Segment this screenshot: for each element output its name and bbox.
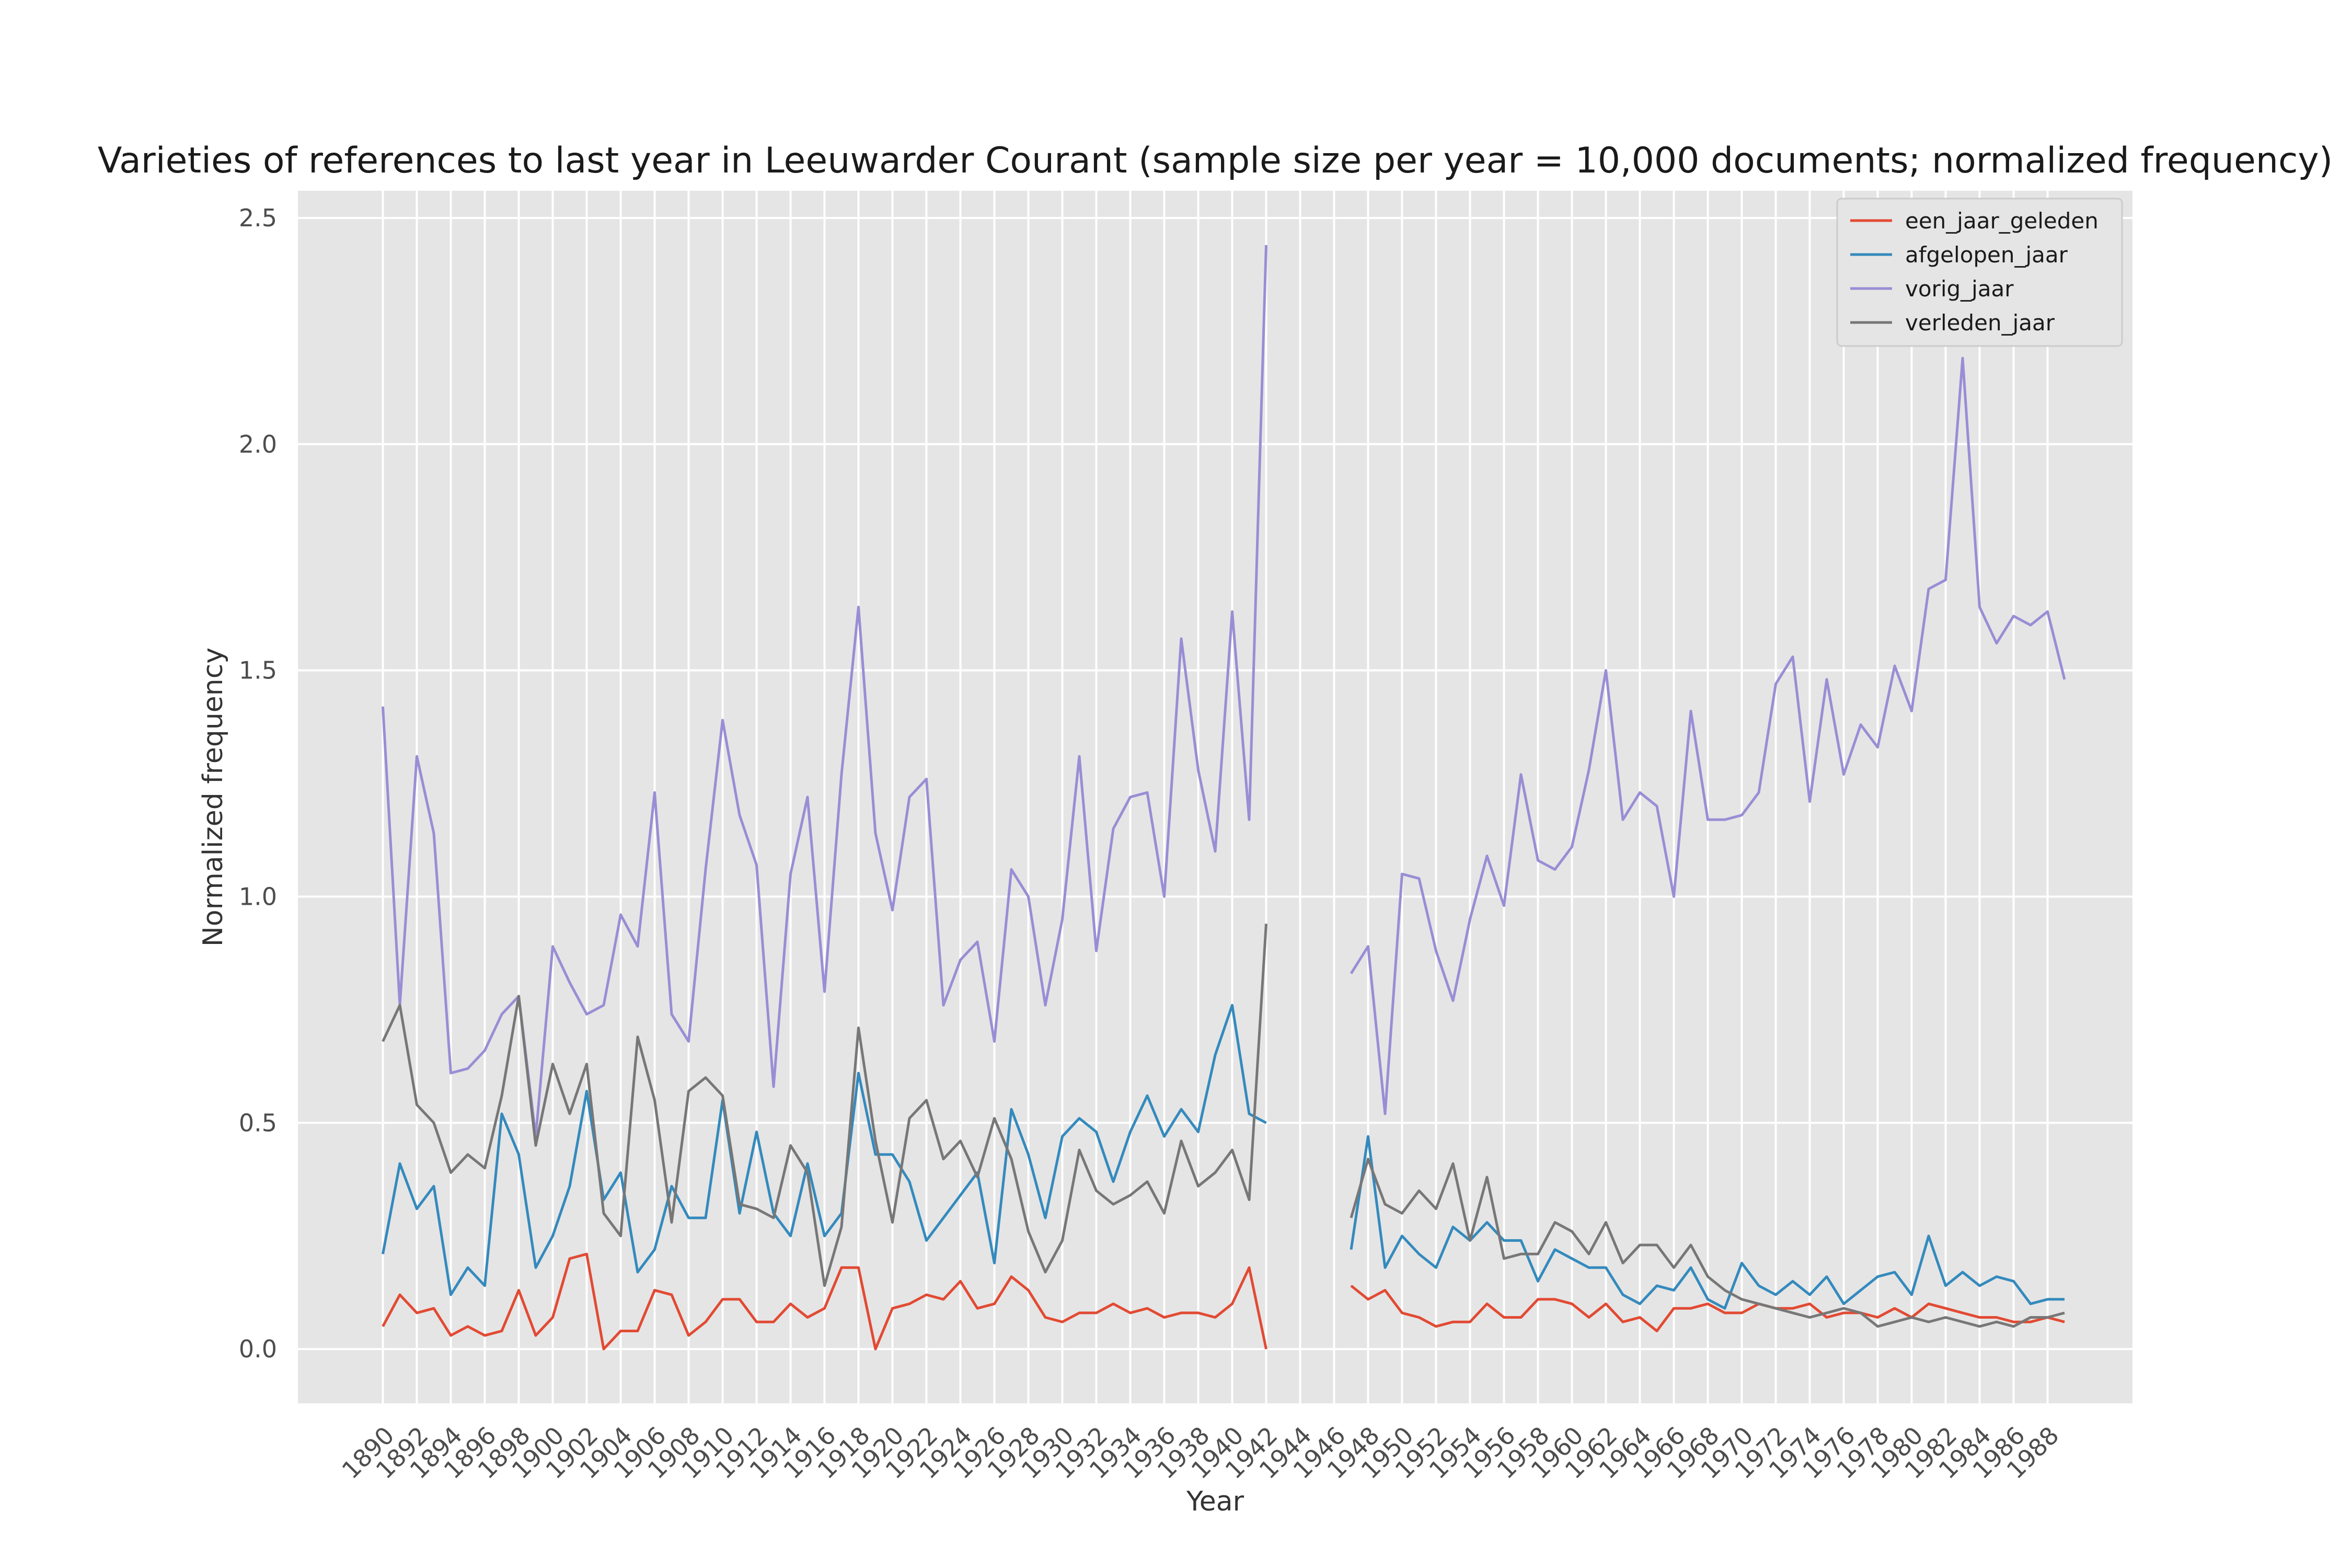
y-axis-label: Normalized frequency <box>198 648 229 947</box>
y-tick-label: 0.0 <box>239 1335 277 1363</box>
series-line-verleden-jaar <box>382 924 2065 1328</box>
series-line-een-jaar-geleden <box>382 1252 2065 1351</box>
y-tick-labels: 0.0 0.5 1.0 1.5 2.0 2.5 <box>239 204 277 1363</box>
series-lines <box>382 245 2066 1351</box>
grid-lines <box>298 191 2132 1403</box>
y-tick-label: 0.5 <box>239 1109 277 1137</box>
legend: een_jaar_geleden afgelopen_jaar vorig_jaar… <box>1836 198 2123 347</box>
y-tick-label: 1.5 <box>239 656 277 685</box>
legend-label: verleden_jaar <box>1905 310 2055 336</box>
x-axis-label: Year <box>1186 1486 1244 1517</box>
chart-title: Varieties of references to last year in … <box>98 140 2333 181</box>
legend-label: vorig_jaar <box>1905 276 2014 302</box>
y-tick-label: 1.0 <box>239 882 277 910</box>
y-tick-label: 2.0 <box>239 430 277 458</box>
plot-background <box>298 191 2132 1403</box>
legend-box <box>1836 198 2123 347</box>
legend-label: een_jaar_geleden <box>1905 208 2099 234</box>
legend-label: afgelopen_jaar <box>1905 242 2068 268</box>
y-tick-label: 2.5 <box>239 204 277 232</box>
x-tick-labels: 1890189218941896189819001902190419061908… <box>337 1421 2065 1484</box>
